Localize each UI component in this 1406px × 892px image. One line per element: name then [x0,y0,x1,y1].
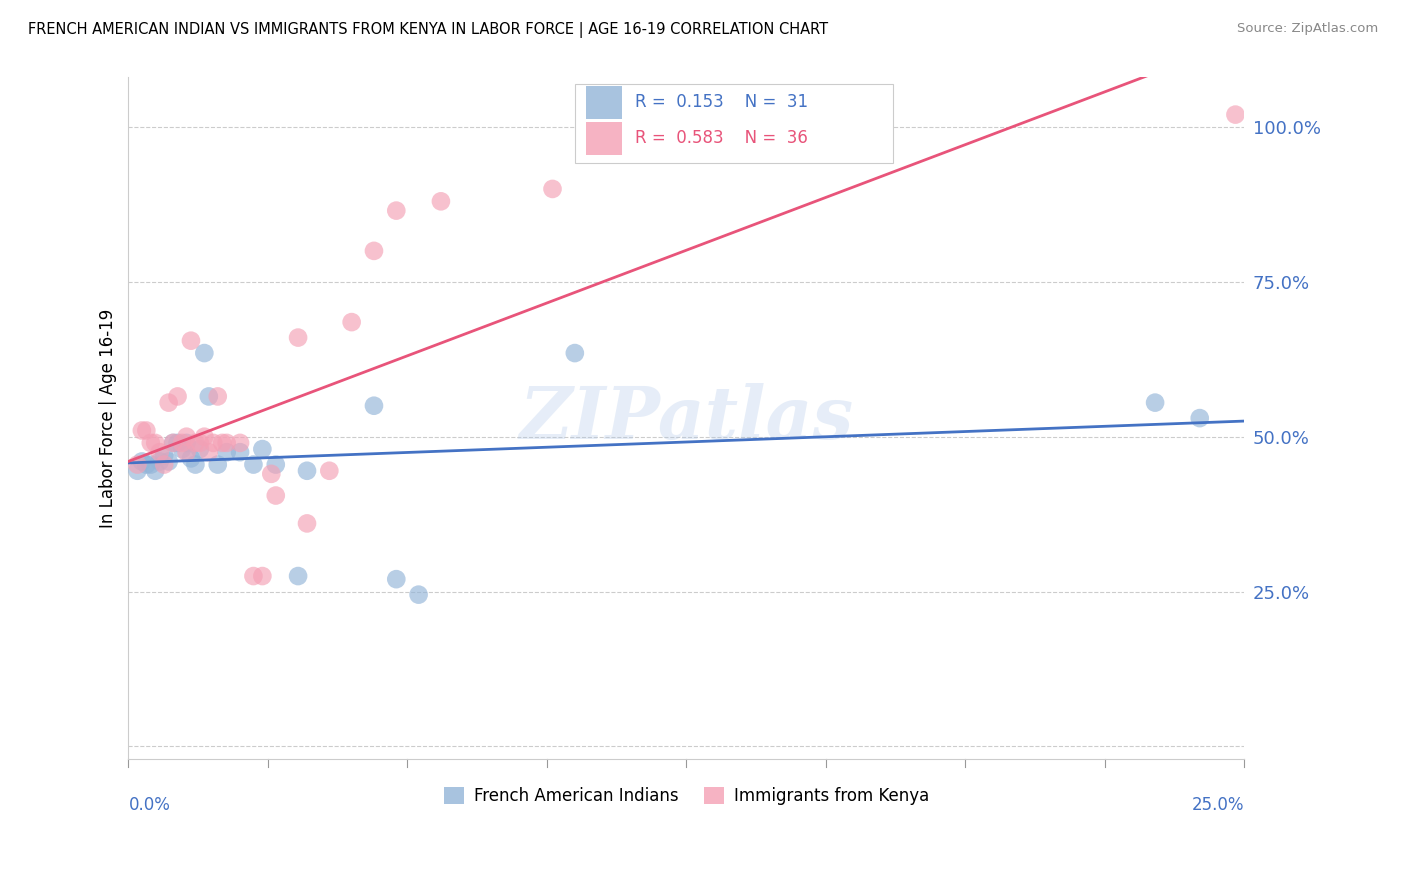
Text: R =  0.583    N =  36: R = 0.583 N = 36 [636,129,808,147]
Point [408,588,430,602]
Point [193,346,215,360]
Point [198,389,221,403]
Point [340,315,363,329]
Point [135,424,157,438]
Point [541,182,564,196]
Point [162,436,184,450]
Point [385,572,408,586]
Point [127,458,149,472]
Point [149,454,172,468]
Point [188,436,211,450]
Point [157,395,180,409]
Point [180,334,202,348]
Point [157,454,180,468]
Point [131,454,153,468]
Point [287,330,309,344]
FancyBboxPatch shape [586,86,621,119]
Point [211,436,233,450]
Point [176,430,198,444]
Point [166,436,188,450]
Point [264,489,287,503]
Point [215,445,238,459]
Point [1144,395,1167,409]
Point [1188,411,1211,425]
Point [170,436,193,450]
Point [242,458,264,472]
Point [287,569,309,583]
Legend: French American Indians, Immigrants from Kenya: French American Indians, Immigrants from… [437,780,935,812]
FancyBboxPatch shape [575,84,893,162]
Point [229,436,252,450]
Y-axis label: In Labor Force | Age 16-19: In Labor Force | Age 16-19 [100,309,117,528]
Point [149,445,172,459]
Point [153,458,176,472]
Point [188,442,211,456]
Point [193,430,215,444]
Text: ZIPatlas: ZIPatlas [519,383,853,454]
Point [162,436,184,450]
Point [252,569,274,583]
Point [295,464,318,478]
Point [207,458,229,472]
Point [318,464,340,478]
Point [153,448,176,462]
Point [184,436,207,450]
Point [166,389,188,403]
Point [1225,107,1247,121]
Point [564,346,586,360]
Point [295,516,318,531]
Point [252,442,274,456]
Point [260,467,283,481]
Point [184,458,207,472]
Point [170,442,193,456]
Point [127,464,149,478]
Point [215,436,238,450]
Text: FRENCH AMERICAN INDIAN VS IMMIGRANTS FROM KENYA IN LABOR FORCE | AGE 16-19 CORRE: FRENCH AMERICAN INDIAN VS IMMIGRANTS FRO… [28,22,828,38]
Text: 0.0%: 0.0% [128,797,170,814]
Point [207,389,229,403]
Text: Source: ZipAtlas.com: Source: ZipAtlas.com [1237,22,1378,36]
Point [264,458,287,472]
Point [176,445,198,459]
FancyBboxPatch shape [586,122,621,155]
Point [202,436,225,450]
Point [176,436,198,450]
Text: R =  0.153    N =  31: R = 0.153 N = 31 [636,94,808,112]
Point [139,458,162,472]
Point [363,244,385,258]
Point [385,203,408,218]
Text: 25.0%: 25.0% [1192,797,1244,814]
Point [242,569,264,583]
Point [139,436,162,450]
Point [229,445,252,459]
Point [143,436,166,450]
Point [363,399,385,413]
Point [135,458,157,472]
Point [131,424,153,438]
Point [430,194,453,209]
Point [180,451,202,466]
Point [143,464,166,478]
Point [198,445,221,459]
